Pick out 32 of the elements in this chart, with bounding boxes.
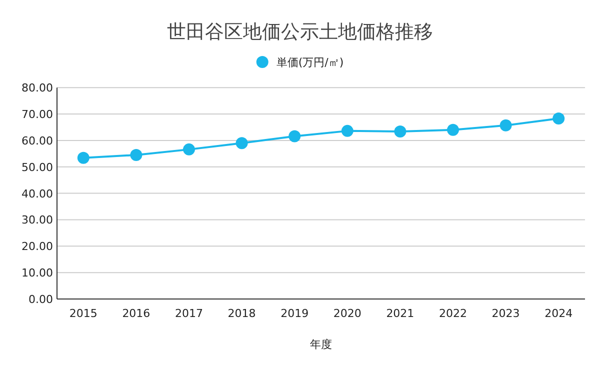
- x-tick-label: 2016: [122, 307, 150, 320]
- y-tick-label: 80.00: [22, 82, 53, 95]
- point: [341, 124, 354, 137]
- point: [394, 125, 406, 138]
- y-tick-label: 40.00: [22, 187, 53, 200]
- y-tick-label: 0.00: [28, 293, 53, 306]
- x-tick-label: 2019: [280, 307, 309, 320]
- y-tick-label: 70.00: [22, 108, 53, 122]
- point: [500, 119, 512, 132]
- x-tick-label: 2023: [492, 307, 520, 320]
- x-tick-label: 2017: [175, 307, 203, 320]
- point: [552, 112, 565, 125]
- x-axis-title: 年度: [310, 338, 332, 351]
- x-tick-label: 2015: [69, 307, 98, 320]
- y-tick-label: 30.00: [22, 214, 53, 227]
- chart-title: 世田谷区地価公示土地価格推移: [167, 21, 433, 43]
- legend-label: 単価(万円/㎡): [276, 56, 344, 69]
- y-tick-label: 20.00: [22, 240, 53, 254]
- y-tick-label: 60.00: [22, 134, 53, 148]
- y-tick-label: 50.00: [22, 160, 53, 174]
- x-tick-label: 2020: [333, 307, 362, 320]
- point: [447, 124, 459, 136]
- point: [77, 152, 90, 164]
- point: [288, 130, 301, 142]
- point: [236, 137, 248, 150]
- x-tick-label: 2024: [544, 307, 573, 320]
- point: [183, 143, 195, 156]
- x-tick-label: 2022: [439, 307, 467, 320]
- y-tick-label: 10.00: [22, 266, 53, 280]
- x-tick-label: 2021: [386, 307, 414, 320]
- point: [130, 148, 142, 161]
- x-tick-label: 2018: [228, 307, 256, 320]
